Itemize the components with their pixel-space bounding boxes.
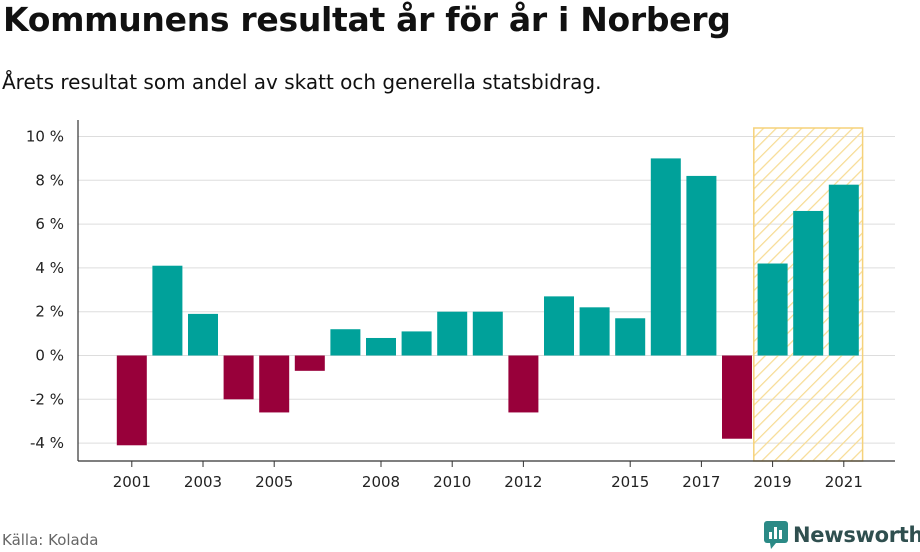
bar-2019 bbox=[757, 263, 788, 356]
x-tick-label: 2017 bbox=[682, 473, 720, 491]
newsworthy-logo-icon bbox=[764, 521, 788, 549]
bar-2003 bbox=[188, 313, 218, 356]
x-tick-label: 2021 bbox=[825, 473, 863, 491]
y-tick-label: 10 % bbox=[26, 128, 64, 146]
bar-2020 bbox=[793, 210, 824, 356]
y-tick-label: 2 % bbox=[35, 303, 64, 321]
bar-2015 bbox=[615, 318, 646, 356]
x-tick-label: 2019 bbox=[754, 473, 792, 491]
bar-2002 bbox=[152, 265, 183, 356]
y-tick-label: 6 % bbox=[35, 215, 64, 233]
source-note: Källa: Kolada bbox=[2, 531, 99, 549]
newsworthy-logo: Newsworthy bbox=[764, 521, 920, 549]
bar-chart: 10 % 8 % 6 % 4 % 2 % 0 % -2 % -4 % 2001 2003 2005 2… bbox=[26, 120, 895, 491]
x-tick-label: 2001 bbox=[113, 473, 151, 491]
axes: 10 % 8 % 6 % 4 % 2 % 0 % -2 % -4 % 2001 2003 2005 2… bbox=[26, 120, 895, 491]
x-tick-label: 2008 bbox=[362, 473, 400, 491]
y-tick-label: 4 % bbox=[35, 259, 64, 277]
bars bbox=[116, 158, 859, 446]
bar-2006 bbox=[294, 355, 325, 371]
bar-2004 bbox=[223, 355, 254, 400]
bar-2009 bbox=[401, 331, 432, 356]
x-tick-label: 2015 bbox=[611, 473, 649, 491]
chart-title: Kommunens resultat år för år i Norberg bbox=[3, 0, 731, 39]
bar-2008 bbox=[366, 337, 396, 356]
x-tick-label: 2012 bbox=[504, 473, 542, 491]
y-tick-label: 0 % bbox=[35, 347, 64, 365]
bar-2013 bbox=[544, 296, 574, 356]
bar-2010 bbox=[437, 311, 468, 356]
chart-subtitle: Årets resultat som andel av skatt och ge… bbox=[2, 70, 602, 94]
bar-2016 bbox=[650, 158, 681, 356]
bar-2021 bbox=[828, 184, 859, 356]
bar-2001 bbox=[116, 355, 147, 446]
newsworthy-logo-text: Newsworthy bbox=[793, 523, 920, 547]
bar-2017 bbox=[686, 175, 717, 356]
y-tick-label: -2 % bbox=[30, 390, 64, 408]
x-tick-label: 2010 bbox=[433, 473, 471, 491]
y-tick-label: 8 % bbox=[35, 171, 64, 189]
bar-2014 bbox=[579, 307, 610, 356]
bar-2011 bbox=[472, 311, 503, 356]
x-tick-label: 2003 bbox=[184, 473, 222, 491]
bar-2012 bbox=[508, 355, 539, 413]
x-tick-label: 2005 bbox=[255, 473, 293, 491]
y-tick-label: -4 % bbox=[30, 434, 64, 452]
bar-2007 bbox=[330, 329, 361, 356]
bar-2005 bbox=[259, 355, 290, 413]
bar-2018 bbox=[722, 355, 752, 439]
